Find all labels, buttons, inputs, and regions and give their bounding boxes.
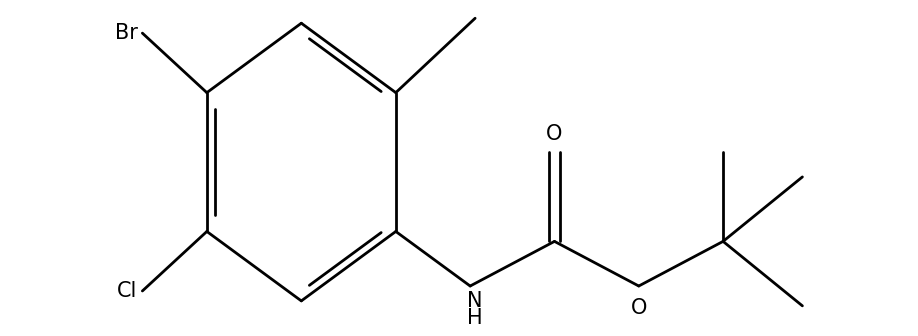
Text: H: H [467,308,483,328]
Text: O: O [631,298,647,318]
Text: O: O [546,124,563,144]
Text: N: N [467,291,483,311]
Text: Cl: Cl [117,281,138,301]
Text: Br: Br [115,23,138,43]
